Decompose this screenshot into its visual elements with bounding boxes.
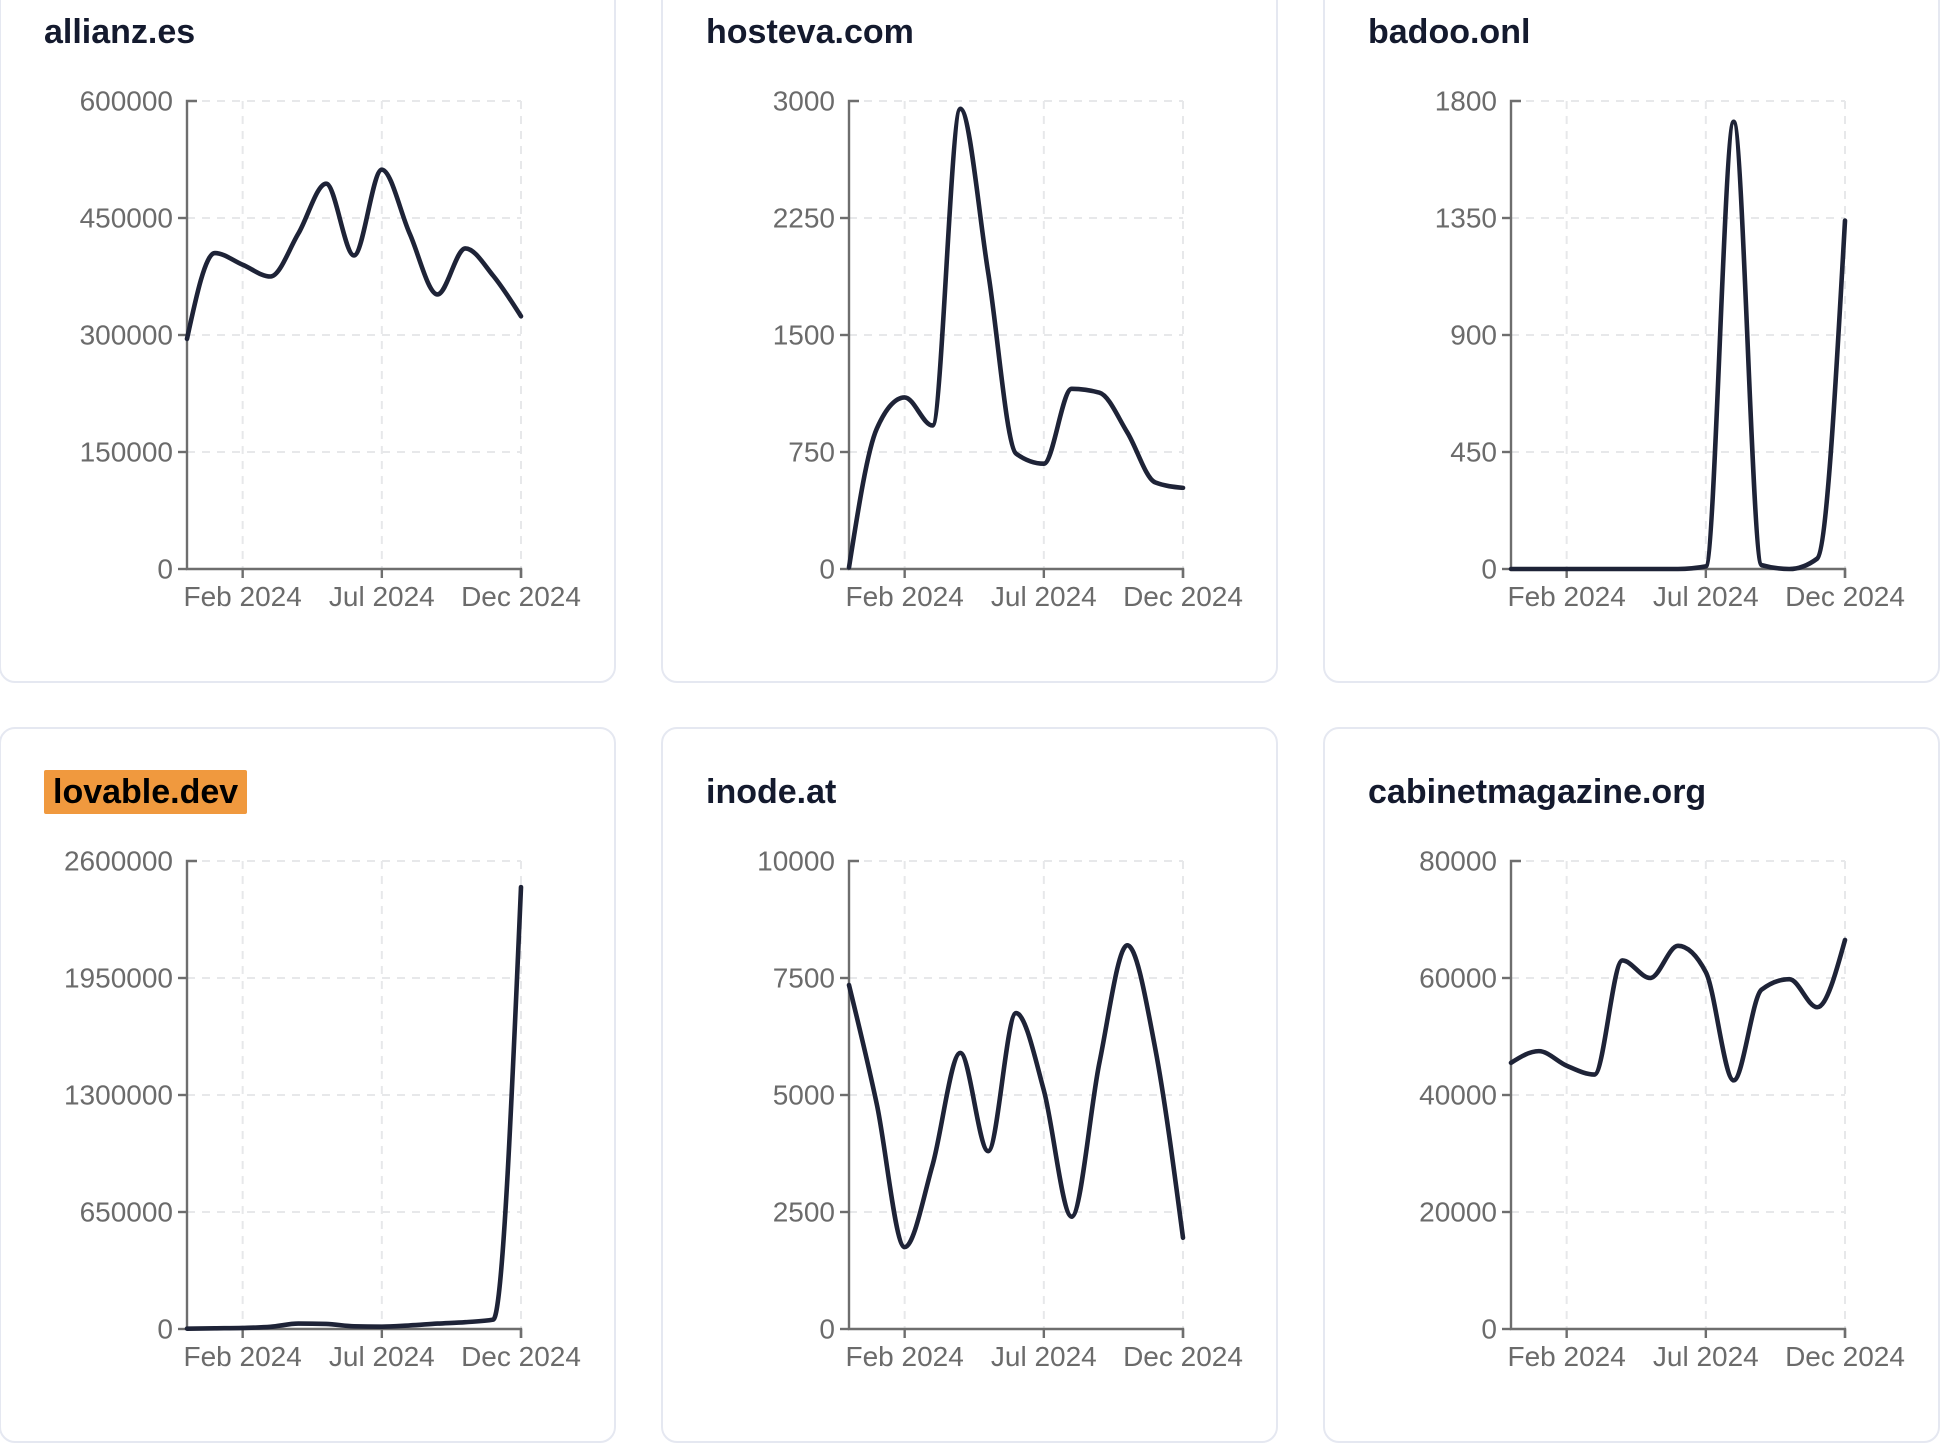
chart-title-text: allianz.es — [44, 13, 196, 51]
line-series — [184, 167, 524, 342]
x-tick-label: Dec 2024 — [1785, 1341, 1905, 1372]
y-tick-label: 2600000 — [64, 846, 173, 877]
y-tick-label: 0 — [1481, 554, 1497, 585]
y-tick-label: 650000 — [80, 1197, 173, 1228]
line-series — [846, 942, 1186, 1250]
y-tick-label: 1500 — [773, 320, 835, 351]
y-tick-label: 750 — [788, 437, 835, 468]
chart-title: allianz.es — [44, 13, 195, 52]
line-chart: 0 650000 1300000 1950000 2600000 Feb 2024 Jul … — [64, 846, 581, 1372]
y-tick-label: 2250 — [773, 203, 835, 234]
y-tick-label: 5000 — [773, 1080, 835, 1111]
line-series — [184, 884, 524, 1331]
chart-card[interactable]: badoo.onl 0 450 900 1350 1800 Feb 2024 Jul 2024… — [1323, 0, 1940, 683]
x-tick-label: Jul 2024 — [1653, 581, 1759, 612]
line-series — [1508, 937, 1848, 1083]
x-tick-label: Jul 2024 — [1653, 1341, 1759, 1372]
y-tick-label: 7500 — [773, 963, 835, 994]
chart-title: hosteva.com — [706, 13, 914, 52]
y-tick-label: 80000 — [1419, 846, 1497, 877]
chart-title-text: badoo.onl — [1368, 13, 1531, 51]
y-tick-label: 2500 — [773, 1197, 835, 1228]
chart-title-text: hosteva.com — [706, 13, 914, 51]
y-tick-label: 450000 — [80, 203, 173, 234]
line-series — [1508, 119, 1848, 572]
x-tick-label: Dec 2024 — [1123, 1341, 1243, 1372]
y-tick-label: 20000 — [1419, 1197, 1497, 1228]
y-tick-label: 40000 — [1419, 1080, 1497, 1111]
line-chart: 0 750 1500 2250 3000 Feb 2024 Jul 2024 Dec 2024 — [773, 86, 1243, 612]
x-tick-label: Jul 2024 — [991, 581, 1097, 612]
chart-card[interactable]: allianz.es 0 150000 300000 450000 600000 Feb 2… — [0, 0, 616, 683]
y-tick-label: 600000 — [80, 86, 173, 117]
axis-domain — [1509, 99, 1847, 578]
y-tick-label: 300000 — [80, 320, 173, 351]
x-tick-label: Feb 2024 — [1508, 1341, 1626, 1372]
axis-domain — [185, 99, 523, 578]
x-tick-label: Jul 2024 — [329, 1341, 435, 1372]
y-tick-label: 60000 — [1419, 963, 1497, 994]
chart-title: lovable.dev — [44, 770, 248, 814]
x-tick-label: Dec 2024 — [461, 581, 581, 612]
x-tick-label: Feb 2024 — [184, 1341, 302, 1372]
y-tick-label: 1300000 — [64, 1080, 173, 1111]
line-chart: 0 2500 5000 7500 10000 Feb 2024 Jul 2024 Dec 20… — [757, 846, 1243, 1372]
x-tick-label: Feb 2024 — [184, 581, 302, 612]
chart-title-text: inode.at — [706, 773, 837, 811]
y-tick-label: 1950000 — [64, 963, 173, 994]
chart-title: badoo.onl — [1368, 13, 1530, 52]
x-tick-label: Dec 2024 — [461, 1341, 581, 1372]
y-tick-label: 900 — [1450, 320, 1497, 351]
x-tick-label: Jul 2024 — [329, 581, 435, 612]
y-tick-label: 0 — [157, 1314, 173, 1345]
x-tick-label: Feb 2024 — [1508, 581, 1626, 612]
line-chart: 0 20000 40000 60000 80000 Feb 2024 Jul 2024 Dec… — [1419, 846, 1905, 1372]
axis-domain — [847, 99, 1185, 578]
y-tick-label: 10000 — [757, 846, 835, 877]
y-tick-label: 150000 — [80, 437, 173, 468]
x-tick-label: Jul 2024 — [991, 1341, 1097, 1372]
line-series — [846, 106, 1186, 570]
y-tick-label: 0 — [819, 1314, 835, 1345]
y-tick-label: 1800 — [1435, 86, 1497, 117]
line-chart: 0 150000 300000 450000 600000 Feb 2024 Jul 202… — [80, 86, 581, 612]
y-tick-label: 0 — [157, 554, 173, 585]
axis-domain — [185, 859, 523, 1338]
y-tick-label: 450 — [1450, 437, 1497, 468]
chart-card[interactable]: lovable.dev 0 650000 1300000 1950000 2600000 F… — [0, 727, 616, 1443]
line-chart: 0 450 900 1350 1800 Feb 2024 Jul 2024 Dec 2024 — [1435, 86, 1905, 612]
x-tick-label: Feb 2024 — [846, 1341, 964, 1372]
chart-title-text: cabinetmagazine.org — [1368, 773, 1707, 811]
chart-card[interactable]: cabinetmagazine.org 0 20000 40000 60000 80000… — [1323, 727, 1940, 1443]
y-tick-label: 0 — [819, 554, 835, 585]
chart-card[interactable]: hosteva.com 0 750 1500 2250 3000 Feb 2024 Jul 2… — [661, 0, 1278, 683]
chart-title-text-highlighted: lovable.dev — [44, 770, 248, 814]
chart-title: cabinetmagazine.org — [1368, 773, 1706, 812]
axis-domain — [847, 859, 1185, 1338]
y-tick-label: 3000 — [773, 86, 835, 117]
y-tick-label: 1350 — [1435, 203, 1497, 234]
y-tick-label: 0 — [1481, 1314, 1497, 1345]
x-tick-label: Feb 2024 — [846, 581, 964, 612]
x-tick-label: Dec 2024 — [1785, 581, 1905, 612]
chart-card[interactable]: inode.at 0 2500 5000 7500 10000 Feb 2024 Jul 20… — [661, 727, 1278, 1443]
chart-title: inode.at — [706, 773, 836, 812]
x-tick-label: Dec 2024 — [1123, 581, 1243, 612]
axis-domain — [1509, 859, 1847, 1338]
